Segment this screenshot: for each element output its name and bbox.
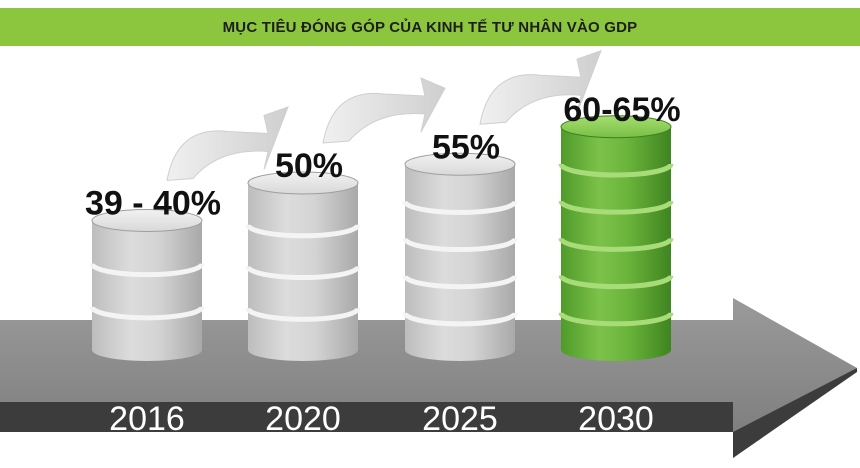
bar-ring xyxy=(402,312,518,327)
bar-2020 xyxy=(245,171,361,361)
bar-ring xyxy=(402,275,518,290)
growth-arrow-icon xyxy=(166,106,289,182)
title-bar: MỤC TIÊU ĐÓNG GÓP CỦA KINH TẾ TƯ NHÂN VÀ… xyxy=(0,8,860,46)
bar-top xyxy=(247,171,359,195)
bar-ring xyxy=(245,307,361,322)
bar-body xyxy=(561,126,671,361)
bar-top xyxy=(404,152,516,176)
chart-title: MỤC TIÊU ĐÓNG GÓP CỦA KINH TẾ TƯ NHÂN VÀ… xyxy=(222,18,638,36)
timeline-arrow-tip-shadow xyxy=(733,368,857,458)
bar-body xyxy=(92,220,202,361)
timeline-arrow-strip xyxy=(0,402,733,432)
bar-ring xyxy=(89,306,205,321)
bar-2016 xyxy=(89,209,205,361)
year-label-2025: 2025 xyxy=(422,400,498,438)
growth-arrow-icon xyxy=(479,49,602,125)
bar-ring xyxy=(558,237,674,252)
bar-ring xyxy=(558,163,674,178)
bar-top xyxy=(91,209,203,232)
bar-ring xyxy=(558,274,674,290)
bar-2030 xyxy=(558,115,674,361)
bar-ring xyxy=(245,265,361,280)
data-label-2016: 39 - 40% xyxy=(85,185,221,223)
data-label-2020: 50% xyxy=(275,147,343,185)
year-label-2030: 2030 xyxy=(578,400,654,438)
bar-ring xyxy=(245,224,361,239)
bar-2025 xyxy=(402,152,518,361)
bar-ring xyxy=(558,312,674,327)
growth-arrow-icon xyxy=(322,77,446,144)
bar-ring xyxy=(402,200,518,215)
bar-top xyxy=(560,115,672,139)
year-label-2016: 2016 xyxy=(109,400,185,438)
data-label-2025: 55% xyxy=(432,128,500,166)
bar-ring xyxy=(402,237,518,253)
bar-body xyxy=(405,164,515,361)
bar-ring xyxy=(89,263,205,278)
year-label-2020: 2020 xyxy=(265,400,341,438)
data-label-2030: 60-65% xyxy=(563,91,680,129)
bar-ring xyxy=(558,200,674,215)
